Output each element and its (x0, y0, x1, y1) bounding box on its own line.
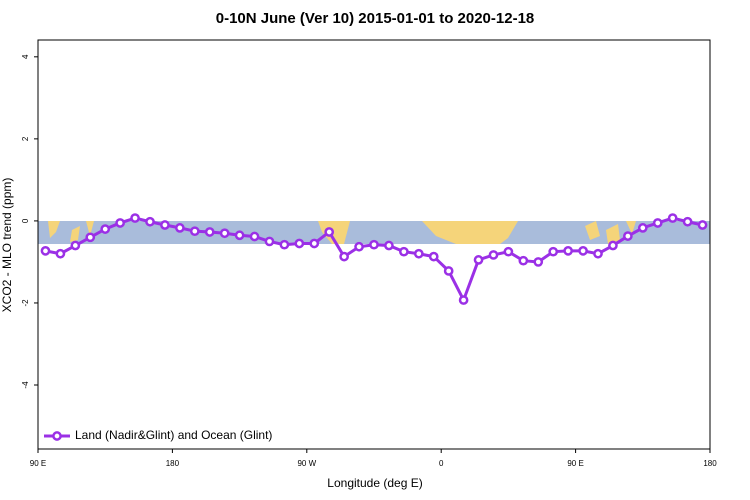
data-point (294, 238, 305, 249)
data-point (384, 240, 394, 251)
y-tick-label: 0 (21, 218, 30, 223)
data-point (399, 246, 409, 257)
x-tick-label: 90 W (297, 459, 316, 468)
data-point (189, 226, 200, 237)
data-point (697, 220, 708, 230)
data-point (518, 255, 529, 266)
data-point (55, 248, 66, 259)
data-point (130, 213, 140, 223)
legend-label: Land (Nadir&Glint) and Ocean (Glint) (75, 428, 272, 442)
x-tick-label: 180 (166, 459, 180, 468)
data-point (428, 251, 439, 262)
x-axis-label: Longitude (deg E) (327, 476, 422, 490)
chart-title: 0-10N June (Ver 10) 2015-01-01 to 2020-1… (216, 10, 535, 27)
data-point (115, 218, 125, 228)
data-point (533, 257, 544, 267)
data-point (369, 239, 379, 250)
data-point (637, 223, 648, 233)
data-point (354, 241, 364, 252)
data-point (264, 236, 275, 247)
data-point (652, 218, 663, 228)
data-point (309, 238, 320, 249)
data-point (593, 248, 603, 259)
y-tick-label: -4 (21, 381, 30, 389)
y-tick-label: 2 (21, 136, 30, 141)
data-point (623, 231, 633, 241)
data-point (458, 295, 469, 305)
data-point (279, 239, 290, 250)
plot-frame (37, 39, 711, 450)
data-point (160, 220, 170, 230)
data-point (40, 246, 51, 256)
data-point (175, 223, 185, 233)
x-tick-label: 180 (703, 459, 717, 468)
data-point (548, 246, 559, 257)
data-point (667, 213, 678, 223)
data-point (145, 216, 155, 227)
data-point (473, 255, 484, 265)
data-point (413, 248, 424, 259)
data-point (443, 266, 454, 276)
data-point (563, 246, 573, 256)
data-point (503, 246, 514, 257)
data-point (204, 227, 215, 237)
data-point (608, 240, 618, 251)
data-point (219, 228, 230, 239)
data-point (85, 232, 96, 243)
data-point (488, 250, 499, 260)
data-point (682, 216, 693, 227)
data-point (100, 224, 111, 234)
x-tick-label: 90 E (30, 459, 46, 468)
x-tick-label: 90 E (567, 459, 583, 468)
y-axis-label: XCO2 - MLO trend (ppm) (0, 178, 14, 313)
data-point (578, 246, 588, 256)
map-band (38, 221, 710, 244)
y-tick-label: 4 (21, 54, 30, 59)
data-point (234, 230, 245, 241)
data-point (339, 251, 349, 262)
y-tick-label: -2 (21, 299, 30, 307)
legend-marker (52, 431, 62, 441)
data-point (70, 240, 81, 251)
data-point (324, 227, 335, 237)
data-point (249, 231, 260, 242)
x-tick-label: 0 (439, 459, 444, 468)
